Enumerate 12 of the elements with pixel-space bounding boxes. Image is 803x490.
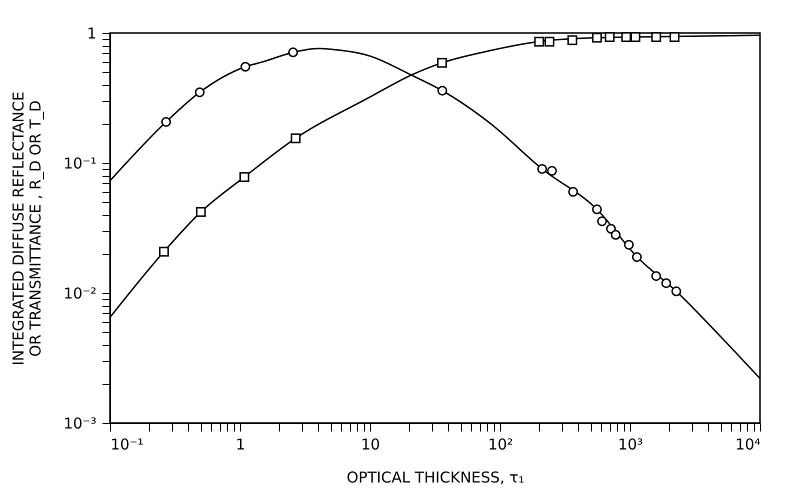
x-tick-label: 10 [360,436,380,454]
x-tick-label: 1 [236,436,246,454]
x-tick-label: 10⁻¹ [110,436,144,454]
y-tick-label: 10⁻³ [63,414,96,432]
x-axis-title: OPTICAL THICKNESS, τ₁ [346,468,524,486]
x-tick-label: 10² [488,436,514,454]
x-tick-label: 10⁴ [735,436,760,454]
x-tick-label: 10³ [618,436,644,454]
y-tick-label: 10⁻¹ [63,154,96,172]
y-tick-label: 1 [86,24,96,42]
y-tick-label: 10⁻² [63,284,96,302]
y-axis-title: INTEGRATED DIFFUSE REFLECTANCE OR TRANSMITTANCE , R_D OR T_D [9,91,44,366]
